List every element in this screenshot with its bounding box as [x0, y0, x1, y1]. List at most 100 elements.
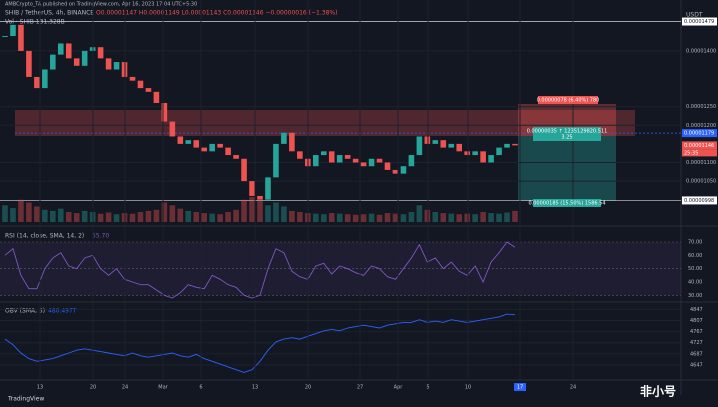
candle	[464, 151, 470, 156]
candle	[384, 162, 391, 170]
candle	[65, 43, 72, 59]
volume-bar	[50, 210, 56, 222]
candle	[424, 136, 431, 144]
obv-tick-label: 4687	[690, 351, 703, 357]
rsi-tick-label: 50.00	[688, 266, 702, 272]
time-label: Mar	[158, 385, 168, 391]
stop-zone	[518, 136, 616, 201]
volume-bar	[336, 213, 343, 222]
candle	[2, 36, 8, 38]
currency: USDT	[686, 12, 703, 19]
volume-bar	[376, 214, 383, 222]
price-tick-label: 0.00001250	[686, 104, 716, 110]
obv-legend: OBV (SMA, 5)	[5, 308, 45, 315]
candle	[81, 50, 88, 66]
volume-bar	[312, 213, 319, 222]
volume-bar	[26, 202, 32, 222]
resistance-zone	[15, 110, 635, 136]
time-label: 27	[357, 385, 363, 391]
obv-tick-label: 4847	[690, 307, 703, 313]
volume-bar	[193, 212, 200, 222]
candle	[42, 69, 48, 89]
time-label: 13	[252, 385, 258, 391]
countdown: 25:35	[684, 150, 698, 156]
volume-bar	[2, 205, 8, 222]
price-tick-label: 0.00001400	[686, 48, 716, 54]
rsi-tick-label: 30.00	[688, 293, 702, 299]
volume-bar	[57, 208, 64, 222]
obv-tick-label: 4647	[690, 362, 703, 368]
candle	[233, 155, 239, 159]
volume-bar	[440, 213, 447, 222]
rsi-value: 55.70	[92, 233, 109, 240]
obv-tick-label: 4807	[690, 318, 703, 324]
candle	[105, 58, 112, 70]
volume-bar	[249, 197, 255, 222]
candle	[456, 143, 463, 152]
volume-bar	[10, 208, 16, 222]
volume-bar	[153, 209, 160, 222]
volume-bar	[320, 214, 327, 222]
candle	[249, 181, 255, 196]
candle	[10, 24, 16, 37]
volume-bar	[34, 206, 40, 222]
rsi-tick-label: 60.00	[688, 253, 702, 259]
volume-bar	[185, 210, 192, 222]
candle	[273, 143, 279, 178]
candle	[26, 50, 32, 77]
level-box	[682, 17, 717, 26]
candle	[368, 158, 375, 167]
level-box	[682, 141, 717, 150]
candle	[161, 102, 168, 122]
volume-bar	[328, 213, 335, 222]
countdown-box	[682, 149, 717, 157]
candle	[352, 158, 359, 163]
candle	[400, 166, 407, 174]
volume-bar	[480, 212, 486, 222]
candle	[193, 140, 200, 148]
volume-bar	[408, 212, 415, 222]
volume-bar	[384, 213, 391, 222]
candle	[57, 43, 64, 55]
volume-bar	[161, 202, 168, 222]
volume-bar	[281, 206, 287, 222]
candle	[376, 158, 383, 163]
volume-bar	[177, 208, 184, 222]
candle	[344, 155, 351, 159]
candle	[432, 140, 439, 144]
candle	[488, 155, 494, 163]
candle	[297, 151, 303, 159]
volume-bar	[73, 213, 80, 222]
time-label: 5	[426, 385, 429, 391]
time-label: 24	[570, 385, 576, 391]
candle	[416, 136, 423, 156]
volume-bar	[400, 214, 407, 222]
level-label: 0.00001479	[684, 19, 714, 25]
target-label-box	[538, 96, 598, 104]
volume-bar	[297, 212, 303, 222]
candle	[225, 147, 231, 156]
candle	[137, 80, 144, 89]
time-label: 13	[37, 385, 43, 391]
volume-bar	[65, 212, 72, 222]
publisher: AMBCrypto_TA published on TradingView.co…	[5, 2, 197, 8]
volume-bar	[448, 213, 455, 222]
volume-bar	[257, 200, 263, 222]
volume-bar	[496, 213, 502, 222]
volume-bar	[129, 213, 136, 222]
volume-bar	[432, 212, 439, 222]
volume-bar	[42, 209, 48, 222]
volume-bar	[209, 213, 215, 222]
candle	[480, 151, 486, 163]
time-label: 6	[199, 385, 202, 391]
candle	[257, 195, 263, 200]
candle	[50, 54, 56, 70]
candle	[34, 76, 40, 89]
ratio-label: 3.25	[561, 135, 572, 141]
rsi-line	[4, 241, 516, 299]
ohlc: O0.00001147 H0.00001149 L0.00001143 C0.0…	[96, 10, 337, 17]
volume-bar	[352, 214, 359, 222]
candle	[153, 91, 160, 103]
candle	[336, 155, 343, 163]
